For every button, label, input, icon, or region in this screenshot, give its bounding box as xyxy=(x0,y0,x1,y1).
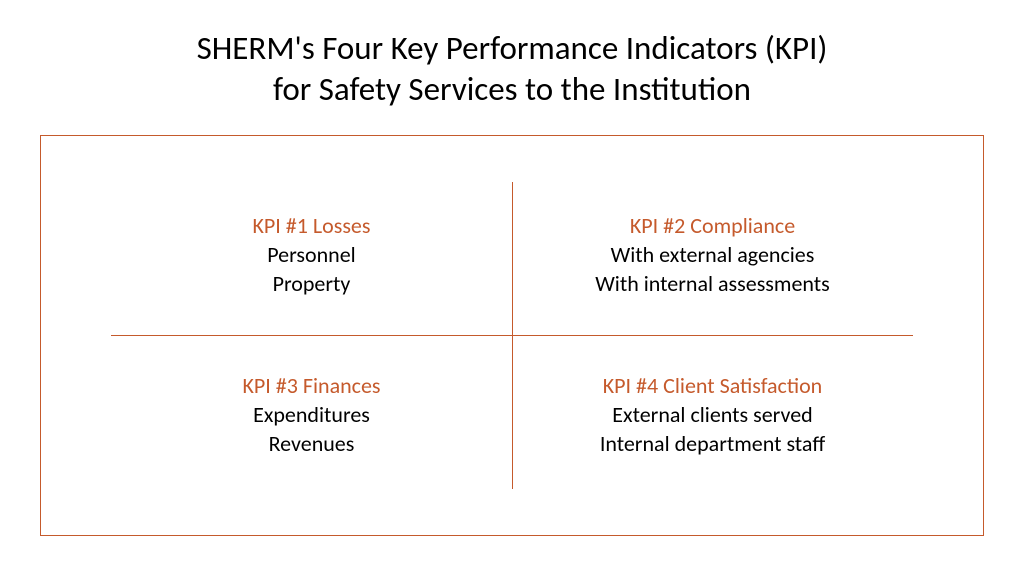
slide: SHERM's Four Key Performance Indicators … xyxy=(0,0,1024,576)
kpi-heading: KPI #2 Compliance xyxy=(630,212,795,239)
kpi-line: With internal assessments xyxy=(595,270,830,299)
kpi-heading: KPI #4 Client Satisfaction xyxy=(603,372,823,399)
kpi-line: Internal department staff xyxy=(600,430,825,459)
kpi-line: Revenues xyxy=(269,430,355,459)
kpi-grid: KPI #1 Losses Personnel Property KPI #2 … xyxy=(111,176,913,496)
page-title: SHERM's Four Key Performance Indicators … xyxy=(40,28,984,111)
kpi-line: Property xyxy=(273,270,351,299)
kpi-cell-2: KPI #2 Compliance With external agencies… xyxy=(512,176,913,336)
kpi-heading: KPI #3 Finances xyxy=(242,372,380,399)
title-line-2: for Safety Services to the Institution xyxy=(273,69,751,109)
kpi-line: External clients served xyxy=(612,401,813,430)
vertical-divider xyxy=(512,182,513,490)
kpi-line: With external agencies xyxy=(611,241,815,270)
kpi-cell-1: KPI #1 Losses Personnel Property xyxy=(111,176,512,336)
kpi-box: KPI #1 Losses Personnel Property KPI #2 … xyxy=(40,135,984,537)
kpi-cell-3: KPI #3 Finances Expenditures Revenues xyxy=(111,335,512,495)
title-line-1: SHERM's Four Key Performance Indicators … xyxy=(197,28,828,68)
kpi-cell-4: KPI #4 Client Satisfaction External clie… xyxy=(512,335,913,495)
kpi-heading: KPI #1 Losses xyxy=(252,212,370,239)
kpi-line: Expenditures xyxy=(253,401,370,430)
kpi-line: Personnel xyxy=(267,241,355,270)
